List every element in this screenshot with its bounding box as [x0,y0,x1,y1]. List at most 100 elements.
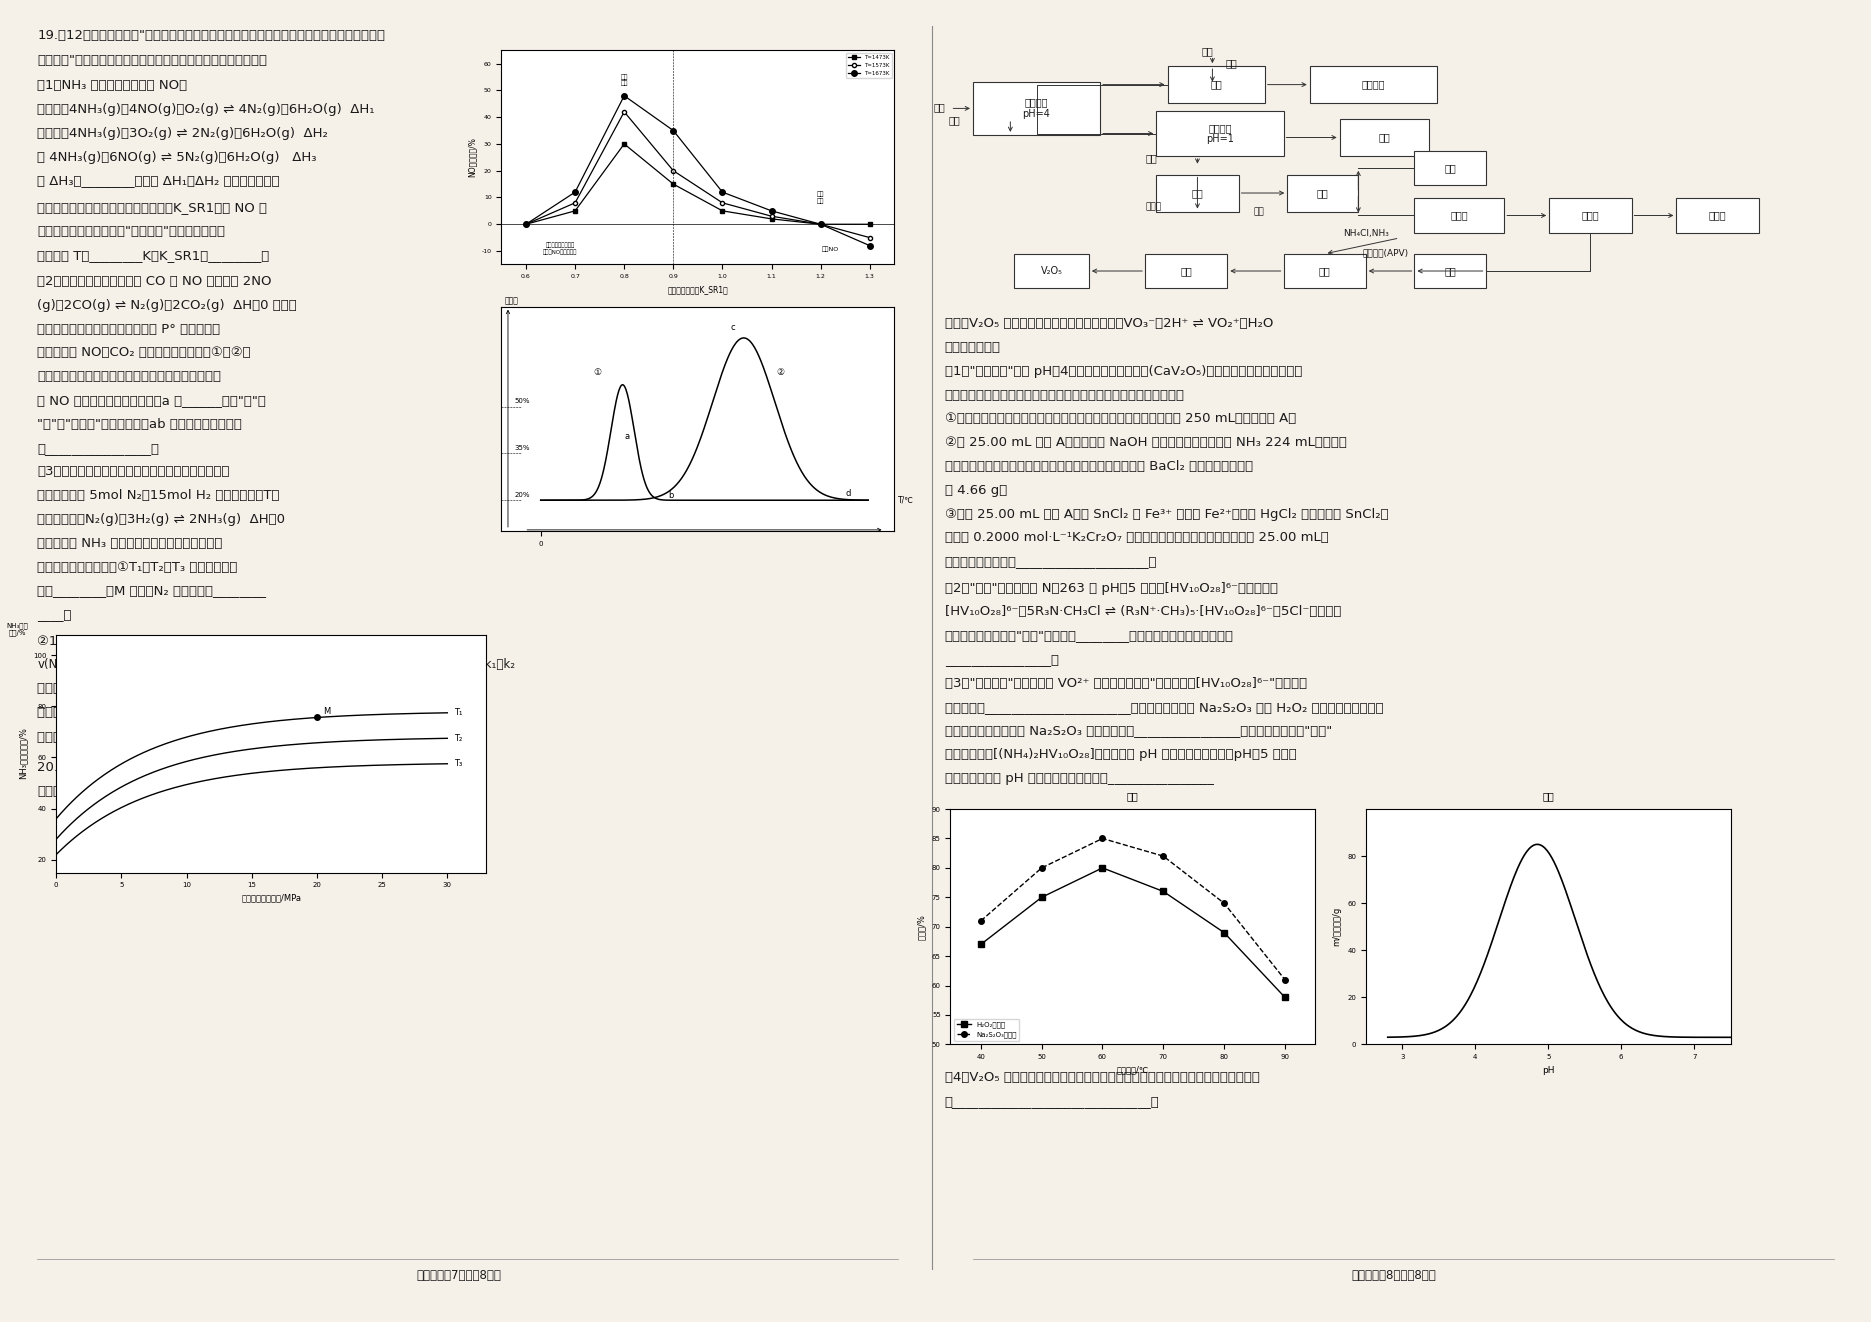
T=1573K [810,217,833,233]
T=1473K [515,217,537,233]
Text: 则黄铵铁矾化学式为____________________。: 则黄铵铁矾化学式为____________________。 [945,555,1158,568]
Na₂S₂O₃沉钒率 [1153,849,1175,865]
T=1573K [760,209,782,225]
Text: 下发生反应：N₂(g)＋3H₂(g) ⇌ 2NH₃(g)  ΔH＜0: 下发生反应：N₂(g)＋3H₂(g) ⇌ 2NH₃(g) ΔH＜0 [37,513,286,526]
Text: 实验测得主燃区温度、过量空气系数（K_SR1）与 NO 还: 实验测得主燃区温度、过量空气系数（K_SR1）与 NO 还 [37,201,268,214]
Text: 水相: 水相 [1444,163,1456,173]
Line: H₂O₂沉钒率: H₂O₂沉钒率 [979,865,1287,1001]
Text: 分别为正反应和逆反应的速率常数；p(N₂)、p(H₂)、p(NH₃) 代表各组分的分压: 分别为正反应和逆反应的速率常数；p(N₂)、p(H₂)、p(NH₃) 代表各组分… [37,682,361,695]
FancyBboxPatch shape [1676,198,1759,233]
Text: 二段酸浸
pH=1: 二段酸浸 pH=1 [1207,123,1233,144]
Text: ②1939 年捷姆金和佩热夫推出合成氨反应在接近平衡时净速率方程式为: ②1939 年捷姆金和佩热夫推出合成氨反应在接近平衡时净速率方程式为 [37,635,311,648]
Text: 为______________________________。: 为______________________________。 [945,1095,1160,1108]
Text: T/℃: T/℃ [898,496,913,505]
Text: 生成NO: 生成NO [821,246,838,253]
Text: 氧化
气氛: 氧化 气氛 [818,192,825,204]
Text: （1）"一段酸浸"控制 pH＝4，目的是使钒以钒酸钙(CaV₂O₅)的形态留到酸浸渣中，滤液: （1）"一段酸浸"控制 pH＝4，目的是使钒以钒酸钙(CaV₂O₅)的形态留到酸… [945,365,1302,378]
Text: 钢渣: 钢渣 [934,102,945,112]
Text: 氨水: 氨水 [1226,58,1237,69]
Text: M: M [324,707,331,715]
Text: 滤液: 滤液 [1211,79,1222,90]
T=1673K [760,202,782,218]
Text: 应容器中投入 5mol N₂、15mol H₂ 在不同温度（T）: 应容器中投入 5mol N₂、15mol H₂ 在不同温度（T） [37,489,281,502]
T=1673K [614,87,636,103]
Text: 原效率的关系如图所示。"还原气氛"下，该反应的最: 原效率的关系如图所示。"还原气氛"下，该反应的最 [37,225,225,238]
Text: 硫酸: 硫酸 [949,115,960,126]
Text: 是________________。: 是________________。 [37,442,159,455]
Text: （3）"二段酸浸"后钒主要以 VO²⁺ 形态存在，写出"其氧化生成[HV₁₀O₂₈]⁶⁻"时反应的: （3）"二段酸浸"后钒主要以 VO²⁺ 形态存在，写出"其氧化生成[HV₁₀O₂… [945,677,1308,690]
Text: a: a [625,432,629,442]
Text: 淀 4.66 g。: 淀 4.66 g。 [945,484,1007,497]
Text: [HV₁₀O₂₈]⁶⁻＋5R₃N·CH₃Cl ⇌ (R₃N⁺·CH₃)₅·[HV₁₀O₂₈]⁶⁻＋5Cl⁻，再加入: [HV₁₀O₂₈]⁶⁻＋5R₃N·CH₃Cl ⇌ (R₃N⁺·CH₃)₅·[HV… [945,605,1342,619]
Text: 土保卫战"。研究氮及其化合物的转化对保护环境有着重大意义。: 土保卫战"。研究氮及其化合物的转化对保护环境有着重大意义。 [37,54,268,67]
Na₂S₂O₃沉钒率 [1274,972,1297,988]
Line: T=1673K: T=1673K [524,93,872,249]
Text: 沉钒: 沉钒 [1319,266,1330,276]
FancyBboxPatch shape [1287,175,1358,212]
H₂O₂沉钒率 [1031,890,1053,906]
Text: 况），将产生的沉淀过滤、洗涤，滤液合并后加入足量的 BaCl₂ 溶液，生成白色沉: 况），将产生的沉淀过滤、洗涤，滤液合并后加入足量的 BaCl₂ 溶液，生成白色沉 [945,460,1254,473]
Text: 有机相: 有机相 [1708,210,1727,221]
T=1473K [662,176,685,192]
T=1573K [711,194,733,210]
Text: （3）氢气是重要的化工原料，在一定条件下，向某反: （3）氢气是重要的化工原料，在一定条件下，向某反 [37,465,230,479]
Y-axis label: m/多钒酸铵/g: m/多钒酸铵/g [1332,907,1342,947]
T=1673K [662,123,685,139]
Text: 图甲: 图甲 [1126,792,1139,801]
X-axis label: 平衡时气体总压强/MPa: 平衡时气体总压强/MPa [241,894,301,903]
Text: 多钒酸铵(APV): 多钒酸铵(APV) [1362,249,1409,258]
Y-axis label: NH₃的质量分数/%: NH₃的质量分数/% [19,727,28,780]
Text: 现降低氮氧化物的排放量。若恒压 P° 条件下将等: 现降低氮氧化物的排放量。若恒压 P° 条件下将等 [37,323,221,336]
Text: 温度为 T₁ 时，M 点的 k₁/k₂＝________（MPa)²（保留 1 位小数）。: 温度为 T₁ 时，M 点的 k₁/k₂＝________（MPa)²（保留 1 … [37,730,354,743]
Text: 反萃取: 反萃取 [1581,210,1600,221]
Text: 主反应：4NH₃(g)＋4NO(g)＋O₂(g) ⇌ 4N₂(g)＋6H₂O(g)  ΔH₁: 主反应：4NH₃(g)＋4NO(g)＋O₂(g) ⇌ 4N₂(g)＋6H₂O(g… [37,103,374,116]
T=1673K [515,217,537,233]
Legend: T=1473K, T=1573K, T=1673K: T=1473K, T=1573K, T=1673K [846,53,892,78]
Legend: H₂O₂沉钒率, Na₂S₂O₃沉钒率: H₂O₂沉钒率, Na₂S₂O₃沉钒率 [954,1019,1020,1040]
Na₂S₂O₃沉钒率 [969,914,992,929]
H₂O₂沉钒率 [1153,883,1175,899]
Text: 已知：V₂O₅ 为两性氧化物，在水溶液中存在：VO₃⁻＋2H⁺ ⇌ VO₂⁺＋H₂O: 已知：V₂O₅ 为两性氧化物，在水溶液中存在：VO₃⁻＋2H⁺ ⇌ VO₂⁺＋H… [945,317,1274,330]
Text: 器中，发生上述反应经过相同时间，随温度的升高测: 器中，发生上述反应经过相同时间，随温度的升高测 [37,370,221,383]
Text: 还原
气氛: 还原 气氛 [621,74,629,86]
Text: ②: ② [776,369,784,377]
FancyBboxPatch shape [1310,66,1437,103]
Text: 则 4NH₃(g)＋6NO(g) ⇌ 5N₂(g)＋6H₂O(g)   ΔH₃: 则 4NH₃(g)＋6NO(g) ⇌ 5N₂(g)＋6H₂O(g) ΔH₃ [37,151,316,164]
FancyBboxPatch shape [1340,119,1429,156]
Text: 硫酸: 硫酸 [1145,153,1156,164]
Text: V₂O₅: V₂O₅ [1040,266,1063,276]
FancyBboxPatch shape [1145,254,1227,288]
Na₂S₂O₃沉钒率 [1031,859,1053,875]
Text: 化物同时得到副产品黄铵铁矾[(NH₄)ₓFe(SO₄)ₓ(OH)ₓ]。有关工艺流程如图：: 化物同时得到副产品黄铵铁矾[(NH₄)ₓFe(SO₄)ₓ(OH)ₓ]。有关工艺流… [37,785,365,798]
Text: 图乙: 图乙 [1542,792,1555,801]
Text: 一段酸浸
pH=4: 一段酸浸 pH=4 [1023,98,1050,119]
Text: （2）"萃取"时用萃取剂 N－263 在 pH＝5 时萃取[HV₁₀O₂₈]⁶⁻，原理为：: （2）"萃取"时用萃取剂 N－263 在 pH＝5 时萃取[HV₁₀O₂₈]⁶⁻… [945,582,1278,595]
Text: 操作: 操作 [1254,208,1265,217]
T=1573K [515,217,537,233]
T=1473K [711,202,733,218]
T=1473K [614,136,636,152]
Text: NH₃质量
分数/%: NH₃质量 分数/% [6,621,28,636]
Text: b: b [668,490,674,500]
Text: 影响如图甲所示，选用 Na₂S₂O₃ 更好的原因是________________；其他条件一定，"沉钒": 影响如图甲所示，选用 Na₂S₂O₃ 更好的原因是_______________… [945,724,1332,738]
H₂O₂沉钒率 [969,936,992,952]
Text: 20%: 20% [515,492,529,498]
Text: ____。: ____。 [37,608,71,621]
Text: ________________。: ________________。 [945,653,1059,666]
Text: 所得多钒酸铵[(NH₄)₂HV₁₀O₂₈]的量与溶液 pH 的关系如图乙所示，pH＞5 时，多: 所得多钒酸铵[(NH₄)₂HV₁₀O₂₈]的量与溶液 pH 的关系如图乙所示，p… [945,748,1297,761]
X-axis label: pH: pH [1542,1066,1555,1075]
FancyBboxPatch shape [1284,254,1366,288]
Text: 物质的量的 NO、CO₂ 分别充入盛有催化剂①和②容: 物质的量的 NO、CO₂ 分别充入盛有催化剂①和②容 [37,346,251,360]
T=1673K [810,217,833,233]
T=1473K [760,212,782,227]
Text: 化学试题第7页（共8页）: 化学试题第7页（共8页） [415,1269,501,1282]
Text: 最后用 0.2000 mol·L⁻¹K₂Cr₂O₇ 标准溶液滴定至终点，消耗标准溶液 25.00 mL。: 最后用 0.2000 mol·L⁻¹K₂Cr₂O₇ 标准溶液滴定至终点，消耗标准… [945,531,1328,545]
Text: 变化的曲线如图所示。①T₁、T₂、T₃ 中，温度最低: 变化的曲线如图所示。①T₁、T₂、T₃ 中，温度最低 [37,561,238,574]
Text: ②取 25.00 mL 溶液 A，加足量的 NaOH 溶液并充分加热，生成 NH₃ 224 mL（标准状: ②取 25.00 mL 溶液 A，加足量的 NaOH 溶液并充分加热，生成 NH… [945,436,1347,449]
Text: 化学试题第8页（共8页）: 化学试题第8页（共8页） [1351,1269,1437,1282]
Text: 35%: 35% [515,446,529,451]
Text: 离子方程式______________________；查阅资料发现用 Na₂S₂O₃ 代替 H₂O₂ 更好，温度对沉钒的: 离子方程式______________________；查阅资料发现用 Na₂S… [945,701,1383,714]
T=1573K [563,194,586,210]
Text: T₁: T₁ [455,709,462,718]
Text: 中加入氨水并通入空气，生成黄铵铁矾，为确定其组成做如下实验：: 中加入氨水并通入空气，生成黄铵铁矾，为确定其组成做如下实验： [945,389,1184,402]
